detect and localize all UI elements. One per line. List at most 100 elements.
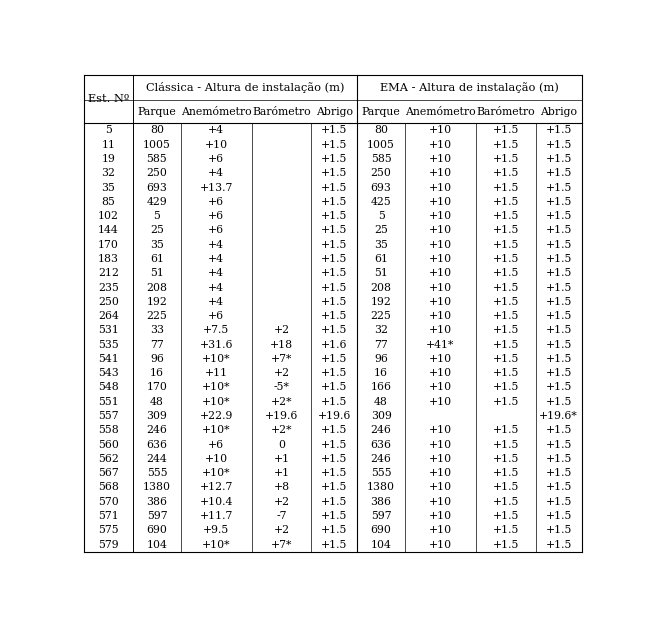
Text: +1.5: +1.5 (493, 397, 519, 407)
Text: +1.5: +1.5 (493, 325, 519, 335)
Text: +1.5: +1.5 (321, 283, 348, 292)
Text: 579: 579 (98, 540, 119, 550)
Text: +10: +10 (429, 468, 452, 478)
Text: +1.5: +1.5 (321, 454, 348, 464)
Text: 225: 225 (371, 311, 391, 321)
Text: 555: 555 (371, 468, 391, 478)
Text: 166: 166 (371, 383, 391, 392)
Text: +10: +10 (429, 525, 452, 535)
Text: +10: +10 (204, 140, 228, 150)
Text: +4: +4 (208, 268, 225, 278)
Text: EMA - Altura de instalação (m): EMA - Altura de instalação (m) (380, 83, 559, 93)
Text: +1.5: +1.5 (493, 211, 519, 221)
Text: Abrigo: Abrigo (316, 107, 353, 117)
Text: +9.5: +9.5 (203, 525, 230, 535)
Text: 208: 208 (147, 283, 167, 292)
Text: 5: 5 (378, 211, 384, 221)
Text: +1.5: +1.5 (321, 154, 348, 164)
Text: +1.5: +1.5 (321, 254, 348, 264)
Text: 386: 386 (147, 497, 167, 507)
Text: 225: 225 (147, 311, 167, 321)
Text: +11: +11 (204, 368, 228, 378)
Text: +1.5: +1.5 (545, 140, 572, 150)
Text: +6: +6 (208, 440, 225, 450)
Text: +10: +10 (429, 268, 452, 278)
Text: +1.5: +1.5 (493, 368, 519, 378)
Text: +1.5: +1.5 (493, 483, 519, 492)
Text: 1005: 1005 (367, 140, 395, 150)
Text: Parque: Parque (138, 107, 177, 117)
Text: 425: 425 (371, 197, 391, 207)
Text: +10: +10 (204, 454, 228, 464)
Text: 25: 25 (150, 225, 164, 235)
Text: +1.6: +1.6 (321, 340, 348, 350)
Text: +10*: +10* (202, 354, 230, 364)
Text: 5: 5 (105, 125, 112, 135)
Text: 80: 80 (374, 125, 388, 135)
Text: +10: +10 (429, 511, 452, 521)
Text: +1.5: +1.5 (493, 154, 519, 164)
Text: 77: 77 (374, 340, 388, 350)
Text: +4: +4 (208, 254, 225, 264)
Text: +1.5: +1.5 (321, 211, 348, 221)
Text: +4: +4 (208, 297, 225, 307)
Text: +10: +10 (429, 254, 452, 264)
Text: +1.5: +1.5 (545, 454, 572, 464)
Text: +10: +10 (429, 125, 452, 135)
Text: +1.5: +1.5 (545, 240, 572, 250)
Text: +1.5: +1.5 (493, 383, 519, 392)
Text: 208: 208 (371, 283, 391, 292)
Text: +10: +10 (429, 183, 452, 193)
Text: +10: +10 (429, 425, 452, 435)
Text: +8: +8 (274, 483, 290, 492)
Text: +1.5: +1.5 (493, 425, 519, 435)
Text: 558: 558 (98, 425, 119, 435)
Text: +10: +10 (429, 440, 452, 450)
Text: 85: 85 (101, 197, 116, 207)
Text: +10.4: +10.4 (200, 497, 233, 507)
Text: 557: 557 (98, 411, 119, 421)
Text: 597: 597 (371, 511, 391, 521)
Text: +1.5: +1.5 (545, 211, 572, 221)
Text: +1.5: +1.5 (545, 311, 572, 321)
Text: +1.5: +1.5 (321, 354, 348, 364)
Text: +1.5: +1.5 (321, 497, 348, 507)
Text: 51: 51 (150, 268, 164, 278)
Text: +1.5: +1.5 (321, 297, 348, 307)
Text: Clássica - Altura de instalação (m): Clássica - Altura de instalação (m) (146, 83, 345, 93)
Text: +1.5: +1.5 (321, 397, 348, 407)
Text: +2: +2 (274, 325, 290, 335)
Text: Anemómetro: Anemómetro (405, 107, 476, 117)
Text: 144: 144 (98, 225, 119, 235)
Text: +1.5: +1.5 (545, 383, 572, 392)
Text: +1.5: +1.5 (321, 311, 348, 321)
Text: +1.5: +1.5 (493, 311, 519, 321)
Text: +4: +4 (208, 168, 225, 178)
Text: 541: 541 (98, 354, 119, 364)
Text: 548: 548 (98, 383, 119, 392)
Text: +1.5: +1.5 (545, 183, 572, 193)
Text: 246: 246 (147, 425, 167, 435)
Text: +10: +10 (429, 140, 452, 150)
Text: 575: 575 (98, 525, 119, 535)
Text: +10: +10 (429, 497, 452, 507)
Text: +2*: +2* (271, 425, 293, 435)
Text: +1.5: +1.5 (493, 497, 519, 507)
Text: +41*: +41* (426, 340, 455, 350)
Text: 5: 5 (154, 211, 160, 221)
Text: +1.5: +1.5 (493, 197, 519, 207)
Text: +1.5: +1.5 (493, 168, 519, 178)
Text: 567: 567 (98, 468, 119, 478)
Text: +1.5: +1.5 (545, 340, 572, 350)
Text: 16: 16 (150, 368, 164, 378)
Text: +2: +2 (274, 525, 290, 535)
Text: 35: 35 (101, 183, 116, 193)
Text: +1.5: +1.5 (493, 454, 519, 464)
Text: 1005: 1005 (143, 140, 171, 150)
Text: 32: 32 (374, 325, 388, 335)
Text: +1.5: +1.5 (545, 325, 572, 335)
Text: 32: 32 (101, 168, 116, 178)
Text: +2: +2 (274, 497, 290, 507)
Text: +10: +10 (429, 368, 452, 378)
Text: +1.5: +1.5 (493, 540, 519, 550)
